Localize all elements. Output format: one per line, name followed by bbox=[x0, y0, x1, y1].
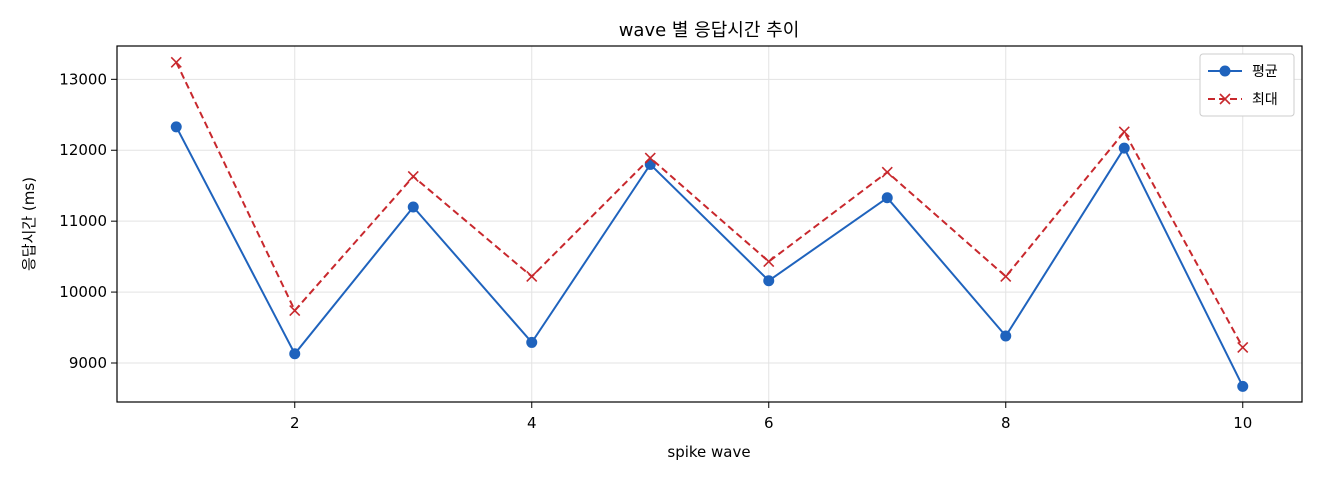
data-point bbox=[1118, 142, 1130, 154]
plot-frame bbox=[116, 45, 1303, 403]
data-point bbox=[881, 166, 893, 178]
y-tick-label: 9000 bbox=[69, 354, 107, 372]
grid bbox=[117, 46, 1302, 402]
series-group bbox=[170, 56, 1249, 392]
data-point bbox=[170, 121, 182, 133]
marker-stroke bbox=[1118, 126, 1130, 138]
data-point bbox=[170, 56, 182, 68]
data-point bbox=[1237, 380, 1249, 392]
legend-marker bbox=[1219, 65, 1231, 77]
series-line bbox=[175, 61, 1244, 348]
legend-label: 평균 bbox=[1252, 64, 1278, 80]
marker-stroke bbox=[170, 56, 182, 68]
y-tick-label: 11000 bbox=[59, 212, 107, 230]
data-point bbox=[763, 256, 775, 268]
marker-stroke bbox=[1237, 341, 1249, 353]
x-tick-label: 6 bbox=[764, 414, 774, 432]
legend-box bbox=[1199, 53, 1295, 117]
x-axis-ticks: 2 4 6 8 10 bbox=[290, 402, 1252, 432]
marker-stroke bbox=[644, 152, 656, 164]
y-tick-label: 13000 bbox=[59, 70, 107, 88]
series-line bbox=[175, 126, 1244, 387]
data-point bbox=[1118, 126, 1130, 138]
marker-stroke bbox=[407, 170, 419, 183]
data-point bbox=[526, 336, 538, 348]
marker-stroke bbox=[763, 256, 775, 268]
x-tick-label: 4 bbox=[527, 414, 537, 432]
y-axis-label: 응답시간 (ms) bbox=[20, 177, 38, 271]
y-axis-ticks: 9000 10000 11000 12000 13000 bbox=[59, 70, 117, 372]
x-tick-label: 10 bbox=[1233, 414, 1252, 432]
marker-stroke bbox=[1219, 93, 1231, 105]
series-max bbox=[170, 56, 1249, 353]
marker-stroke bbox=[1000, 270, 1012, 283]
data-point bbox=[526, 270, 538, 283]
y-tick-label: 12000 bbox=[59, 141, 107, 159]
data-point bbox=[407, 201, 419, 213]
data-point bbox=[289, 304, 301, 317]
legend-marker bbox=[1219, 93, 1231, 105]
data-point bbox=[407, 170, 419, 183]
series-avg bbox=[170, 121, 1249, 392]
y-tick-label: 10000 bbox=[59, 283, 107, 301]
data-point bbox=[1000, 330, 1012, 342]
data-point bbox=[763, 275, 775, 287]
data-point bbox=[1237, 341, 1249, 353]
x-tick-label: 8 bbox=[1001, 414, 1011, 432]
marker-stroke bbox=[881, 166, 893, 178]
data-point bbox=[644, 152, 656, 164]
data-point bbox=[881, 192, 893, 204]
legend-label: 최대 bbox=[1252, 92, 1278, 108]
data-point bbox=[289, 348, 301, 360]
marker-stroke bbox=[289, 304, 301, 317]
x-axis-label: spike wave bbox=[667, 443, 750, 461]
chart-title: wave 별 응답시간 추이 bbox=[619, 20, 800, 41]
x-tick-label: 2 bbox=[290, 414, 300, 432]
data-point bbox=[1000, 270, 1012, 283]
marker-stroke bbox=[526, 270, 538, 283]
